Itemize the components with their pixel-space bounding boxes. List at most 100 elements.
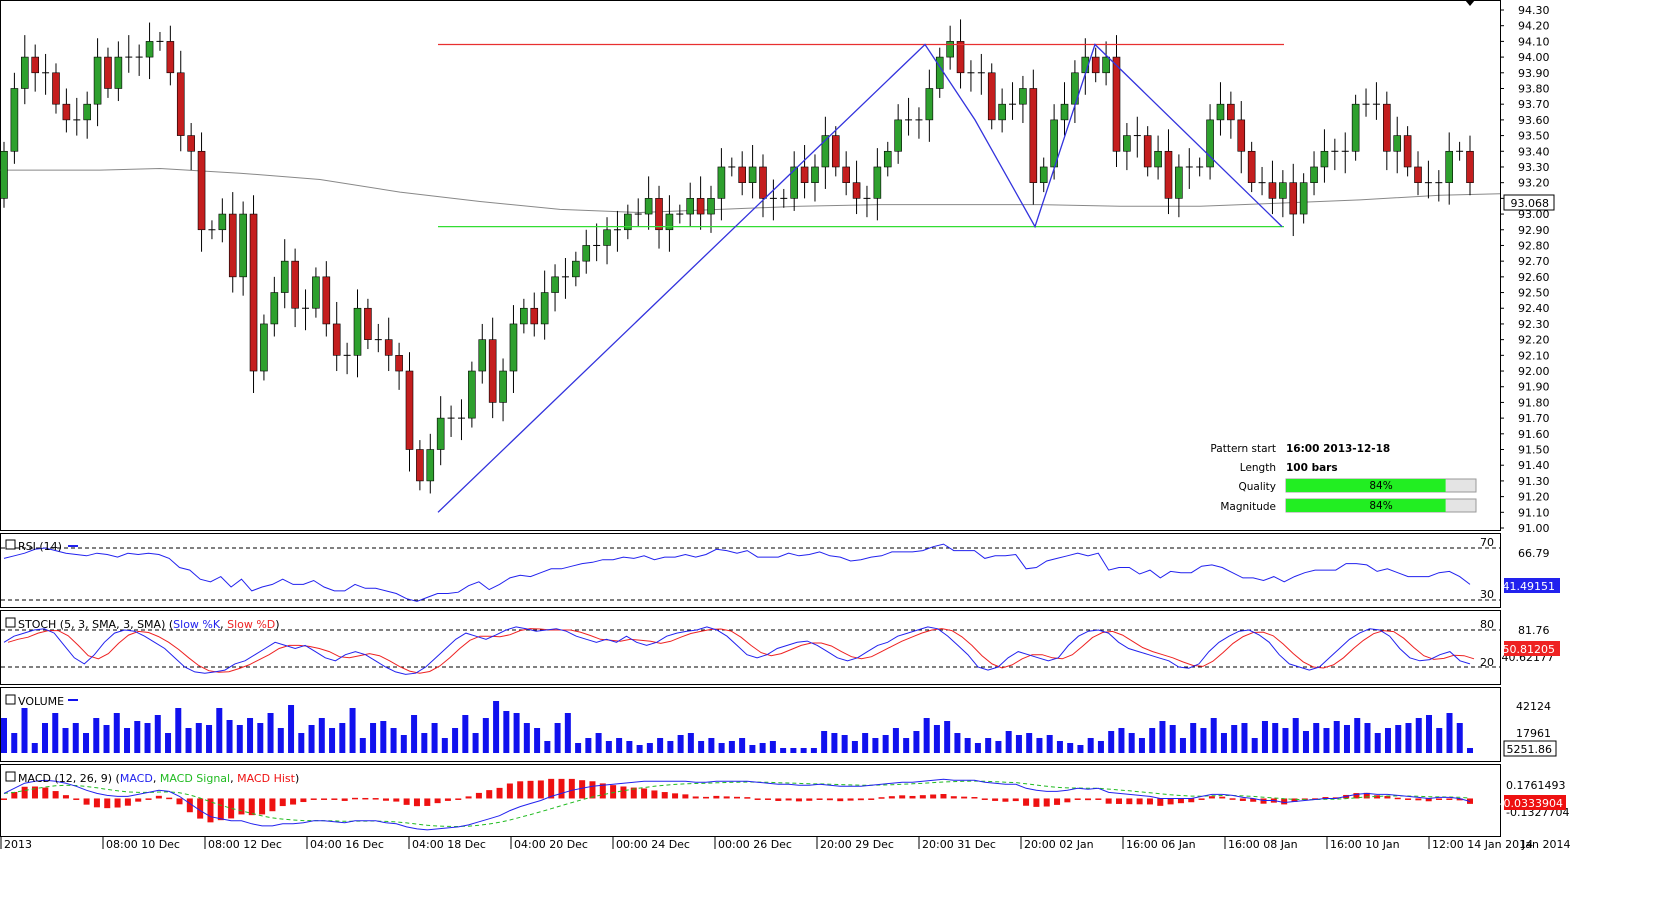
- macd-hist-bar: [331, 798, 338, 800]
- volume-bar: [226, 720, 233, 753]
- candle: [436, 396, 445, 466]
- candle: [353, 289, 362, 378]
- volume-bar: [1087, 738, 1094, 753]
- volume-bar: [165, 733, 172, 753]
- candle: [83, 91, 91, 139]
- candle: [696, 176, 705, 230]
- last-price-value: 93.068: [1511, 197, 1550, 210]
- volume-bar: [851, 741, 858, 753]
- volume-bar: [646, 743, 653, 753]
- macd-hist-bar: [434, 798, 441, 804]
- macd-hist-bar: [52, 791, 59, 799]
- rsi-level-70-label: 70: [1480, 536, 1494, 549]
- candle: [312, 267, 320, 318]
- rsi-close-icon[interactable]: [5, 539, 16, 550]
- stoch-close-icon[interactable]: [5, 617, 16, 628]
- candle: [821, 116, 830, 189]
- volume-bar: [1323, 728, 1330, 753]
- volume-tick-high: 42124: [1516, 700, 1551, 713]
- macd-hist-bar: [909, 795, 916, 799]
- volume-bar: [482, 718, 489, 753]
- candle: [1102, 41, 1110, 86]
- candle: [1466, 135, 1474, 196]
- candle: [665, 195, 674, 252]
- macd-hist-bar: [1260, 798, 1267, 804]
- macd-hist-bar: [919, 795, 926, 799]
- macd-hist-bar: [1436, 798, 1443, 800]
- volume-bar: [780, 748, 787, 753]
- macd-hist-bar: [1177, 798, 1184, 804]
- volume-bar: [810, 748, 817, 753]
- macd-hist-bar: [558, 778, 565, 799]
- volume-bar: [616, 738, 623, 753]
- volume-bar: [134, 721, 141, 753]
- volume-bar: [759, 743, 766, 753]
- price-tick-label: 92.10: [1518, 349, 1550, 362]
- time-tick-label: 16:00 10 Jan: [1330, 838, 1400, 851]
- macd-hist-bar: [403, 798, 410, 805]
- candle: [748, 144, 757, 199]
- candle: [624, 204, 632, 240]
- macd-hist-bar: [31, 786, 38, 799]
- volume-bar: [493, 701, 500, 753]
- candle: [208, 220, 216, 240]
- macd-hist-bar: [475, 792, 482, 799]
- volume-close-icon[interactable]: [5, 694, 16, 705]
- time-tick-label: 2013: [4, 838, 32, 851]
- stoch-d-label: Slow %D: [227, 618, 275, 631]
- volume-bar: [452, 728, 459, 753]
- volume-bar: [728, 741, 735, 753]
- rsi-level-30-label: 30: [1480, 588, 1494, 601]
- volume-bar: [1159, 721, 1166, 753]
- volume-bar: [1138, 738, 1145, 753]
- stoch-k-label: Slow %K: [173, 618, 221, 631]
- volume-panel: VOLUME 42124 17961 5251.86: [1, 694, 1557, 757]
- candle: [1237, 101, 1246, 174]
- macd-hist-bar: [321, 798, 328, 800]
- candle: [1351, 94, 1360, 161]
- candle: [1414, 151, 1422, 196]
- macd-hist-bar: [703, 796, 710, 799]
- candle: [1123, 123, 1131, 171]
- macd-hist-bar: [527, 780, 534, 799]
- volume-bar: [503, 711, 510, 753]
- candle: [1362, 88, 1370, 117]
- macd-hist-bar: [754, 798, 761, 800]
- price-tick-label: 92.20: [1518, 334, 1550, 347]
- time-axis: 2013 08:00 10 Dec 08:00 12 Dec 04:00 16 Dec…: [0, 837, 1570, 851]
- macd-hist-bar: [259, 798, 266, 815]
- macd-hist-bar: [1374, 795, 1381, 799]
- candle: [1383, 91, 1391, 171]
- macd-hist-bar: [837, 798, 844, 802]
- price-tick-label: 92.50: [1518, 287, 1550, 300]
- time-tick-label: 20:00 29 Dec: [820, 838, 894, 851]
- macd-hist-bar: [238, 798, 245, 815]
- candle: [114, 41, 123, 102]
- macd-hist-bar: [155, 795, 162, 799]
- candle: [302, 289, 310, 331]
- macd-close-icon[interactable]: [5, 771, 16, 782]
- macd-hist-bar: [207, 798, 214, 823]
- price-tick-label: 94.10: [1518, 35, 1550, 48]
- macd-hist-bar: [1239, 798, 1246, 801]
- macd-hist-bar: [940, 794, 947, 799]
- macd-hist-bar: [930, 794, 937, 799]
- candle: [187, 123, 195, 171]
- macd-hist-bar: [1322, 797, 1329, 799]
- macd-hist-bar: [290, 798, 297, 805]
- candle: [873, 148, 882, 221]
- candle: [416, 440, 424, 491]
- volume-bar: [595, 733, 602, 753]
- scroll-marker-icon[interactable]: [1465, 0, 1475, 6]
- macd-hist-bar: [1157, 798, 1164, 806]
- volume-bar: [370, 723, 377, 753]
- volume-bar: [113, 713, 120, 753]
- macd-hist-bar: [826, 798, 833, 801]
- macd-hist-bar: [362, 797, 369, 800]
- volume-bar: [1200, 728, 1207, 753]
- rsi-panel-frame: [0, 533, 1501, 608]
- macd-hist-bar: [486, 790, 493, 799]
- macd-hist-bar: [517, 781, 524, 799]
- macd-hist-bar: [73, 798, 80, 800]
- volume-bar: [93, 718, 100, 753]
